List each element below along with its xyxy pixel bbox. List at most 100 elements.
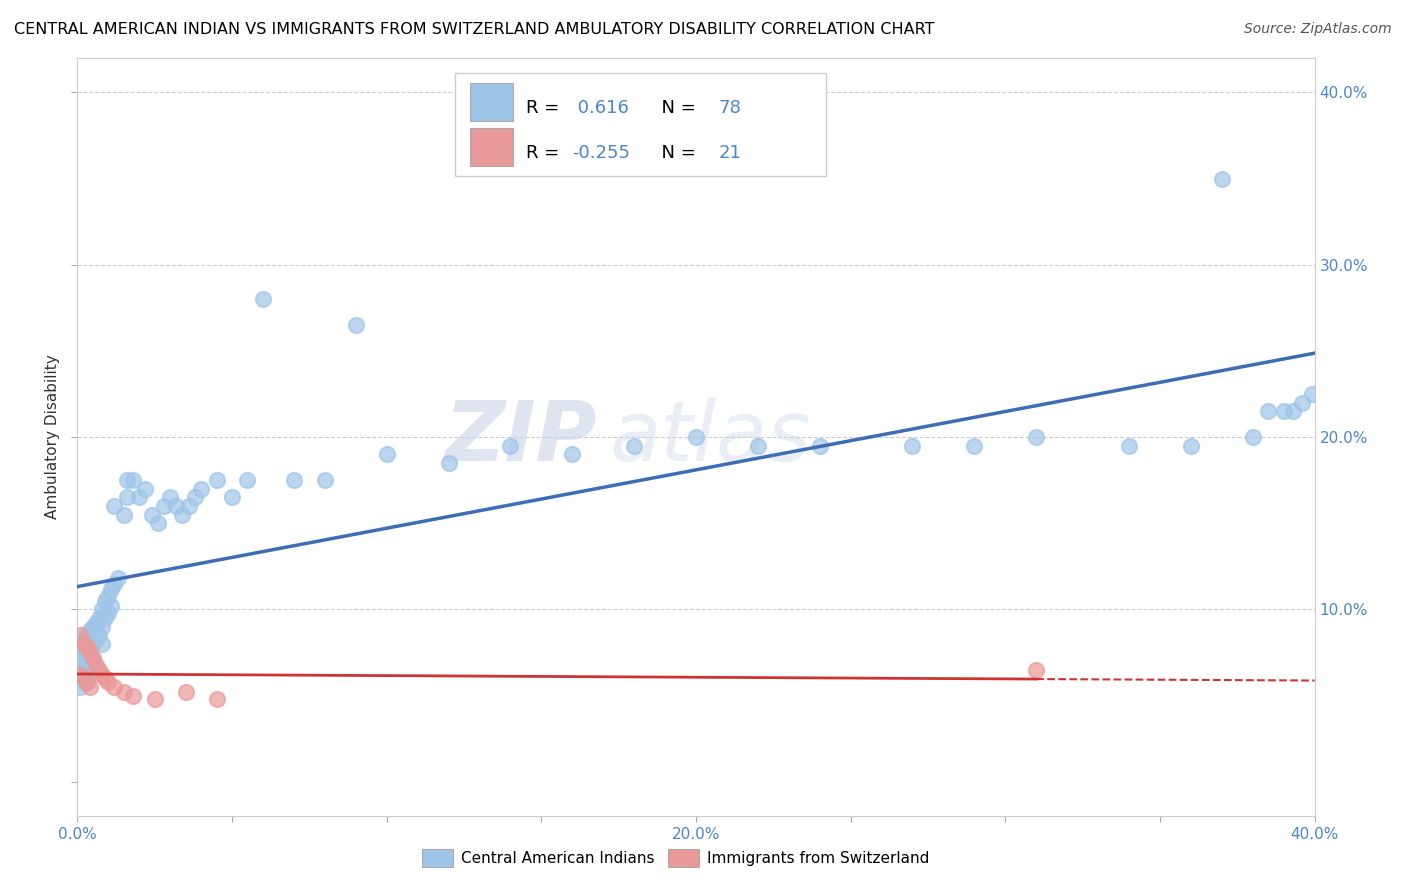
Point xyxy=(963,439,986,453)
Point xyxy=(72,671,94,685)
Point xyxy=(79,623,101,637)
Point xyxy=(69,668,91,682)
Text: N =: N = xyxy=(650,144,702,161)
Point xyxy=(146,516,169,531)
Point xyxy=(72,637,94,651)
Point xyxy=(1025,430,1047,444)
Point xyxy=(91,668,114,682)
Point xyxy=(283,473,305,487)
Point xyxy=(94,594,117,608)
Point xyxy=(69,668,91,682)
Point xyxy=(69,637,91,651)
Point xyxy=(97,674,120,689)
Point xyxy=(1272,404,1295,418)
Text: ZIP: ZIP xyxy=(444,397,598,477)
Point xyxy=(177,499,200,513)
Text: 0.616: 0.616 xyxy=(572,99,628,117)
Text: N =: N = xyxy=(650,99,702,117)
Point xyxy=(72,663,94,677)
Point xyxy=(165,499,187,513)
Point xyxy=(314,473,336,487)
Point xyxy=(72,674,94,689)
Point xyxy=(76,628,98,642)
Text: -0.255: -0.255 xyxy=(572,144,630,161)
Point xyxy=(205,692,228,706)
Point xyxy=(221,491,243,505)
Point xyxy=(174,685,197,699)
Point xyxy=(84,616,107,631)
Point xyxy=(143,692,166,706)
Point xyxy=(100,599,122,613)
Point xyxy=(1291,395,1313,409)
FancyBboxPatch shape xyxy=(470,83,513,121)
Text: CENTRAL AMERICAN INDIAN VS IMMIGRANTS FROM SWITZERLAND AMBULATORY DISABILITY COR: CENTRAL AMERICAN INDIAN VS IMMIGRANTS FR… xyxy=(14,22,935,37)
Point xyxy=(499,439,522,453)
Point xyxy=(72,648,94,663)
Point xyxy=(91,637,114,651)
Point xyxy=(82,619,104,633)
Point xyxy=(115,491,138,505)
Point xyxy=(115,473,138,487)
Point xyxy=(100,582,122,596)
Point xyxy=(103,680,125,694)
Point xyxy=(153,499,176,513)
Point xyxy=(82,654,104,668)
Point xyxy=(252,292,274,306)
Point xyxy=(1282,404,1305,418)
Text: 78: 78 xyxy=(718,99,741,117)
Point xyxy=(184,491,207,505)
Point xyxy=(94,671,117,685)
Point xyxy=(79,657,101,672)
Point xyxy=(69,657,91,672)
Text: Central American Indians: Central American Indians xyxy=(461,852,655,866)
Point xyxy=(91,619,114,633)
Y-axis label: Ambulatory Disability: Ambulatory Disability xyxy=(45,355,60,519)
Text: Source: ZipAtlas.com: Source: ZipAtlas.com xyxy=(1244,22,1392,37)
Point xyxy=(107,571,129,585)
Point xyxy=(901,439,924,453)
FancyBboxPatch shape xyxy=(470,128,513,167)
Point xyxy=(87,663,110,677)
Point xyxy=(79,645,101,659)
Point xyxy=(1241,430,1264,444)
Point xyxy=(122,689,145,703)
Point xyxy=(134,482,156,496)
Point xyxy=(236,473,259,487)
Point xyxy=(72,633,94,648)
Point xyxy=(190,482,212,496)
Point xyxy=(112,685,135,699)
Point xyxy=(437,456,460,470)
Point xyxy=(172,508,194,522)
Point xyxy=(122,473,145,487)
Point xyxy=(76,645,98,659)
Point xyxy=(76,674,98,689)
Point xyxy=(1180,439,1202,453)
Point xyxy=(94,611,117,625)
Point xyxy=(79,640,101,655)
Point xyxy=(87,611,110,625)
Point xyxy=(623,439,645,453)
Text: atlas: atlas xyxy=(609,397,811,477)
Text: R =: R = xyxy=(526,144,565,161)
Point xyxy=(82,637,104,651)
Point xyxy=(76,657,98,672)
Text: R =: R = xyxy=(526,99,565,117)
Point xyxy=(112,508,135,522)
Point xyxy=(685,430,707,444)
Point xyxy=(69,628,91,642)
Point xyxy=(76,666,98,681)
Point xyxy=(84,657,107,672)
Point xyxy=(103,499,125,513)
Point xyxy=(561,447,583,461)
Point xyxy=(97,589,120,603)
Point xyxy=(84,633,107,648)
Point xyxy=(1025,663,1047,677)
Point xyxy=(1211,171,1233,186)
Point xyxy=(91,602,114,616)
Point xyxy=(76,640,98,655)
Text: 21: 21 xyxy=(718,144,741,161)
Point xyxy=(76,674,98,689)
Point xyxy=(97,606,120,620)
FancyBboxPatch shape xyxy=(454,73,825,176)
Point xyxy=(1118,439,1140,453)
